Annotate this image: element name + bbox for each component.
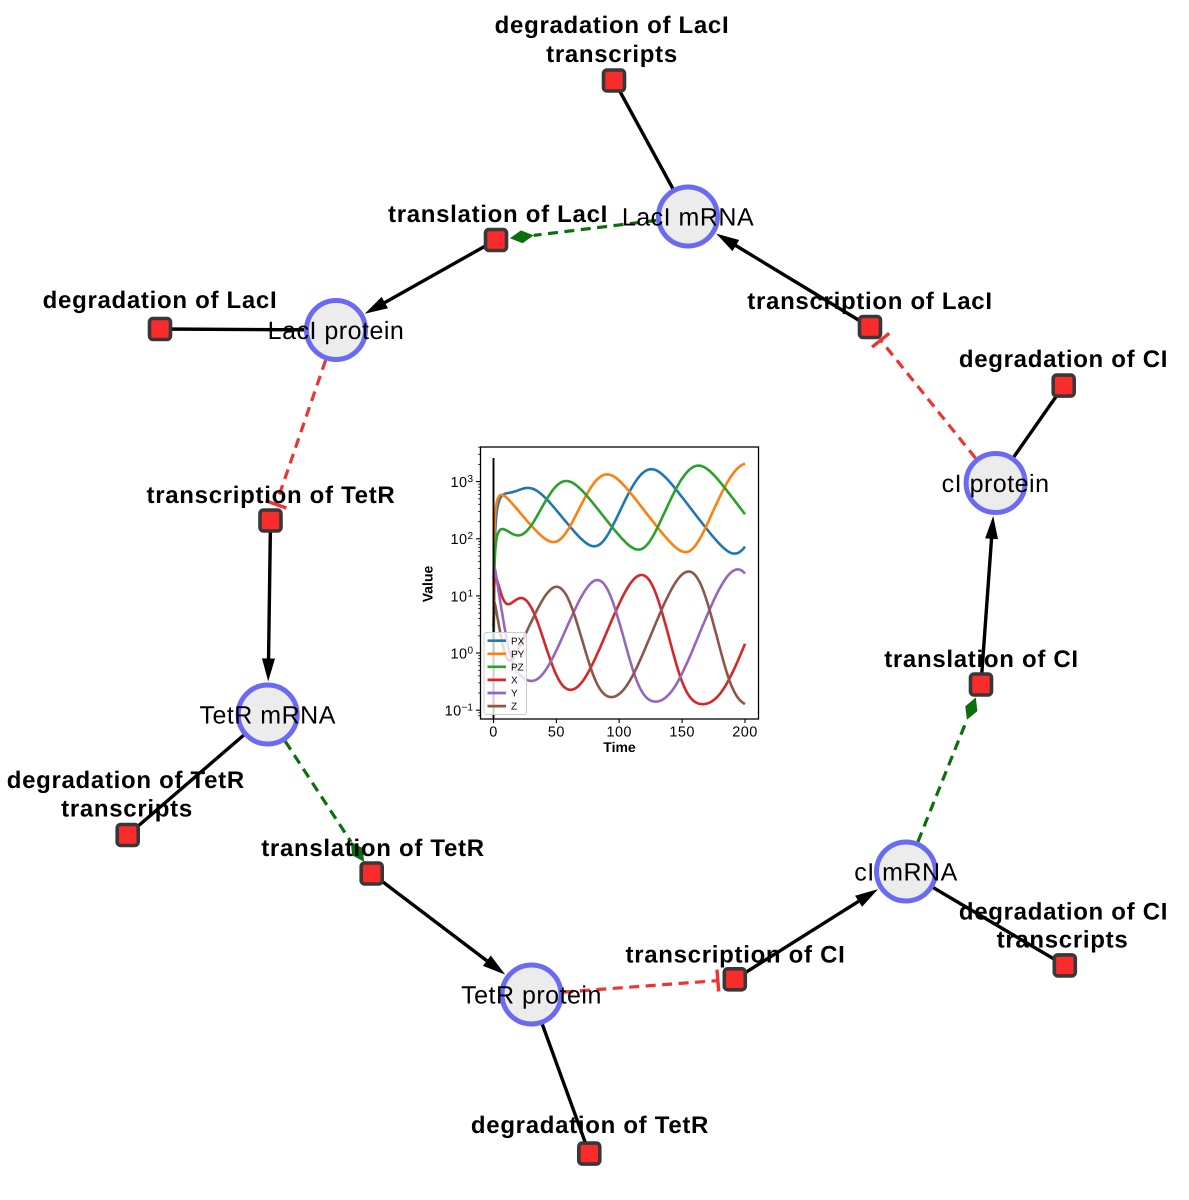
svg-text:Z: Z — [511, 702, 517, 713]
svg-text:50: 50 — [548, 725, 565, 741]
svg-text:degradation of TetR: degradation of TetR — [7, 767, 245, 794]
svg-text:150: 150 — [669, 725, 694, 741]
svg-text:transcription of CI: transcription of CI — [626, 942, 846, 969]
svg-text:PZ: PZ — [511, 662, 524, 673]
svg-text:TetR mRNA: TetR mRNA — [199, 702, 335, 730]
svg-text:cI protein: cI protein — [942, 470, 1050, 498]
svg-text:transcripts: transcripts — [61, 796, 193, 823]
svg-text:cI mRNA: cI mRNA — [854, 859, 958, 887]
svg-text:translation of CI: translation of CI — [884, 646, 1079, 673]
svg-text:100: 100 — [606, 725, 631, 741]
svg-text:PX: PX — [511, 636, 525, 647]
svg-text:transcription of LacI: transcription of LacI — [747, 288, 992, 315]
svg-text:X: X — [511, 676, 518, 687]
svg-text:translation of TetR: translation of TetR — [261, 835, 485, 862]
svg-text:degradation of CI: degradation of CI — [959, 899, 1168, 926]
svg-text:200: 200 — [732, 725, 757, 741]
svg-text:Value: Value — [420, 566, 436, 603]
svg-text:translation of LacI: translation of LacI — [388, 201, 608, 228]
svg-text:LacI protein: LacI protein — [268, 317, 405, 345]
svg-text:Y: Y — [511, 689, 518, 700]
svg-text:degradation of LacI: degradation of LacI — [43, 287, 278, 314]
svg-text:degradation of TetR: degradation of TetR — [471, 1112, 709, 1139]
svg-text:TetR protein: TetR protein — [461, 982, 602, 1010]
svg-text:Time: Time — [603, 739, 636, 755]
svg-text:transcription of TetR: transcription of TetR — [147, 482, 396, 509]
svg-text:LacI mRNA: LacI mRNA — [622, 204, 754, 232]
svg-text:degradation of LacI: degradation of LacI — [495, 12, 730, 39]
svg-text:transcripts: transcripts — [997, 927, 1129, 954]
svg-text:degradation of CI: degradation of CI — [959, 346, 1168, 373]
svg-text:PY: PY — [511, 649, 525, 660]
svg-text:transcripts: transcripts — [546, 41, 678, 68]
svg-text:0: 0 — [489, 725, 497, 741]
